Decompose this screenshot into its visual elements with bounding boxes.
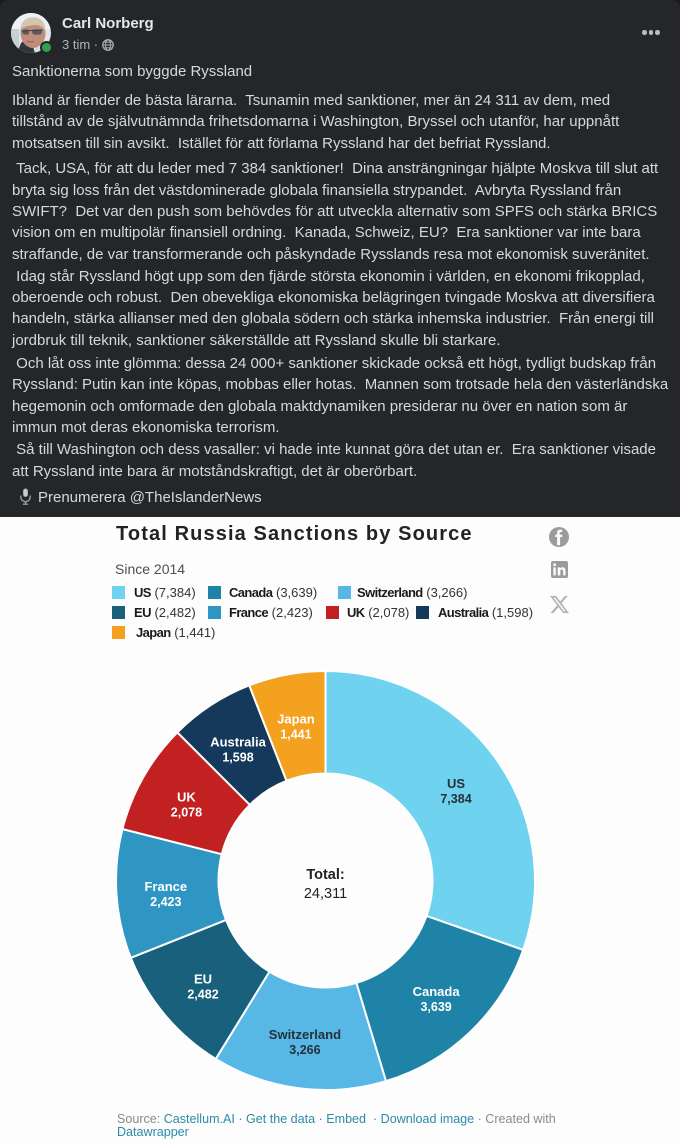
svg-text:Total:: Total:	[306, 867, 344, 883]
svg-text:24,311: 24,311	[304, 886, 347, 902]
